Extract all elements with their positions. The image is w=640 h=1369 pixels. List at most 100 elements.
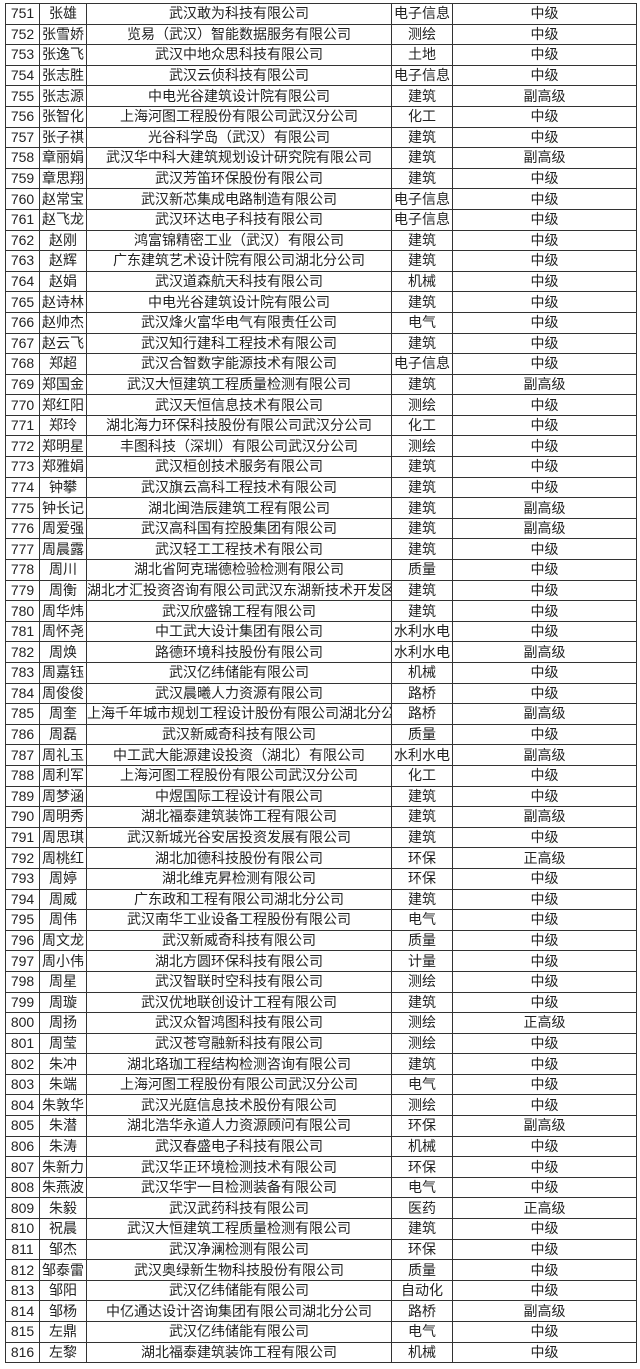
table-row: 791 周思琪 武汉新城光谷安居投资发展有限公司 建筑 中级 [5, 826, 637, 849]
person-name: 赵云飞 [39, 332, 87, 355]
table-row: 762 赵刚 鸿富锦精密工业（武汉）有限公司 建筑 中级 [5, 229, 637, 252]
company-name: 武汉高科国有控股集团有限公司 [86, 517, 392, 540]
table-row: 809 朱毅 武汉武药科技有限公司 医药 正高级 [5, 1197, 637, 1220]
company-name: 武汉芳笛环保股份有限公司 [86, 167, 392, 190]
person-name: 周爱强 [39, 517, 87, 540]
company-name: 上海河图工程股份有限公司武汉分公司 [86, 764, 392, 787]
specialty: 建筑 [391, 806, 453, 828]
person-name: 朱端 [39, 1073, 87, 1096]
company-name: 武汉新城光谷安居投资发展有限公司 [86, 826, 392, 849]
person-name: 赵刚 [39, 229, 87, 252]
table-row: 771 郑玲 湖北海力环保科技股份有限公司武汉分公司 化工 中级 [5, 414, 637, 437]
specialty: 建筑 [391, 538, 453, 561]
table-row: 766 赵帅杰 武汉烽火富华电气有限责任公司 电气 中级 [5, 311, 637, 334]
specialty: 建筑 [391, 147, 453, 169]
person-name: 周明秀 [39, 806, 87, 828]
title-level: 中级 [452, 888, 637, 911]
company-name: 武汉天恒信息技术有限公司 [86, 394, 392, 416]
company-name: 湖北加德科技股份有限公司 [86, 847, 392, 869]
specialty: 建筑 [391, 373, 453, 396]
specialty: 机械 [391, 270, 453, 293]
company-name: 武汉欣盛锦工程有限公司 [86, 600, 392, 622]
title-level: 中级 [452, 1053, 637, 1075]
title-level: 中级 [452, 64, 637, 87]
row-number: 771 [5, 414, 40, 437]
title-level: 中级 [452, 1341, 637, 1364]
row-number: 779 [5, 579, 40, 602]
company-name: 武汉奥绿新生物科技股份有限公司 [86, 1259, 392, 1281]
table-row: 783 周嘉钰 武汉亿纬储能有限公司 机械 中级 [5, 662, 637, 684]
person-name: 周莹 [39, 1032, 87, 1055]
company-name: 武汉晨曦人力资源有限公司 [86, 682, 392, 705]
row-number: 778 [5, 559, 40, 581]
specialty: 水利水电 [391, 641, 453, 663]
row-number: 802 [5, 1053, 40, 1075]
company-name: 武汉中地众思科技有限公司 [86, 44, 392, 66]
title-level: 副高级 [452, 1300, 637, 1322]
specialty: 电子信息 [391, 64, 453, 87]
person-name: 钟长记 [39, 497, 87, 519]
company-name: 武汉亿纬储能有限公司 [86, 662, 392, 684]
title-level: 副高级 [452, 641, 637, 663]
row-number: 767 [5, 332, 40, 355]
row-number: 763 [5, 250, 40, 272]
specialty: 测绘 [391, 23, 453, 46]
specialty: 电气 [391, 1176, 453, 1199]
table-row: 795 周伟 武汉南华工业设备工程股份有限公司 电气 中级 [5, 909, 637, 931]
specialty: 测绘 [391, 970, 453, 993]
specialty: 电气 [391, 909, 453, 931]
person-name: 朱新力 [39, 1156, 87, 1178]
title-level: 副高级 [452, 517, 637, 540]
person-name: 章丽娟 [39, 147, 87, 169]
table-row: 816 左黎 湖北福泰建筑装饰工程有限公司 机械 中级 [5, 1341, 637, 1364]
table-row: 781 周怀尧 中工武大设计集团有限公司 水利水电 中级 [5, 620, 637, 643]
title-level: 副高级 [452, 85, 637, 107]
table-row: 784 周俊俊 武汉晨曦人力资源有限公司 路桥 中级 [5, 682, 637, 705]
row-number: 758 [5, 147, 40, 169]
company-name: 上海河图工程股份有限公司武汉分公司 [86, 105, 392, 128]
table-row: 754 张志胜 武汉云侦科技有限公司 电子信息 中级 [5, 64, 637, 87]
table-row: 757 张子祺 光谷科学岛（武汉）有限公司 建筑 中级 [5, 126, 637, 149]
table-row: 758 章丽娟 武汉华中科大建筑规划设计研究院有限公司 建筑 副高级 [5, 147, 637, 169]
table-row: 800 周扬 武汉众智鸿图科技有限公司 测绘 正高级 [5, 1012, 637, 1034]
person-name: 邹杰 [39, 1238, 87, 1261]
row-number: 770 [5, 394, 40, 416]
table-row: 803 朱端 上海河图工程股份有限公司武汉分公司 电气 中级 [5, 1073, 637, 1096]
table-row: 799 周璇 武汉优地联创设计工程有限公司 建筑 中级 [5, 991, 637, 1014]
title-level: 副高级 [452, 147, 637, 169]
person-name: 周威 [39, 888, 87, 911]
company-name: 中工武大设计集团有限公司 [86, 620, 392, 643]
table-row: 778 周川 湖北省阿克瑞德检验检测有限公司 质量 中级 [5, 559, 637, 581]
table-row: 761 赵飞龙 武汉环达电子科技有限公司 电子信息 中级 [5, 208, 637, 231]
person-name: 朱毅 [39, 1197, 87, 1220]
company-name: 武汉烽火富华电气有限责任公司 [86, 311, 392, 334]
company-name: 湖北闽浩辰建筑工程有限公司 [86, 497, 392, 519]
table-row: 793 周婷 湖北维克昇检测有限公司 环保 中级 [5, 867, 637, 890]
company-name: 湖北方圆环保科技有限公司 [86, 950, 392, 972]
specialty: 建筑 [391, 85, 453, 107]
person-name: 张志源 [39, 85, 87, 107]
specialty: 电气 [391, 1321, 453, 1343]
specialty: 建筑 [391, 1218, 453, 1240]
title-level: 副高级 [452, 806, 637, 828]
person-name: 朱冲 [39, 1053, 87, 1075]
table-row: 770 郑红阳 武汉天恒信息技术有限公司 测绘 中级 [5, 394, 637, 416]
row-number: 800 [5, 1012, 40, 1034]
row-number: 797 [5, 950, 40, 972]
title-level: 中级 [452, 579, 637, 602]
row-number: 780 [5, 600, 40, 622]
table-row: 804 朱敦华 武汉光庭信息技术股份有限公司 测绘 中级 [5, 1094, 637, 1117]
title-level: 中级 [452, 970, 637, 993]
person-name: 赵帅杰 [39, 311, 87, 334]
table-row: 753 张逸飞 武汉中地众思科技有限公司 土地 中级 [5, 44, 637, 66]
table-row: 785 周奎 上海千年城市规划工程设计股份有限公司湖北分公司 路桥 副高级 [5, 703, 637, 725]
title-level: 中级 [452, 250, 637, 272]
table-row: 798 周星 武汉智联时空科技有限公司 测绘 中级 [5, 970, 637, 993]
row-number: 805 [5, 1115, 40, 1137]
table-row: 808 朱燕波 武汉华宇一目检测装备有限公司 电气 中级 [5, 1176, 637, 1199]
company-name: 武汉环达电子科技有限公司 [86, 208, 392, 231]
company-name: 武汉众智鸿图科技有限公司 [86, 1012, 392, 1034]
specialty: 电子信息 [391, 188, 453, 210]
row-number: 772 [5, 435, 40, 458]
table-row: 777 周晨露 武汉轻工工程技术有限公司 建筑 中级 [5, 538, 637, 561]
